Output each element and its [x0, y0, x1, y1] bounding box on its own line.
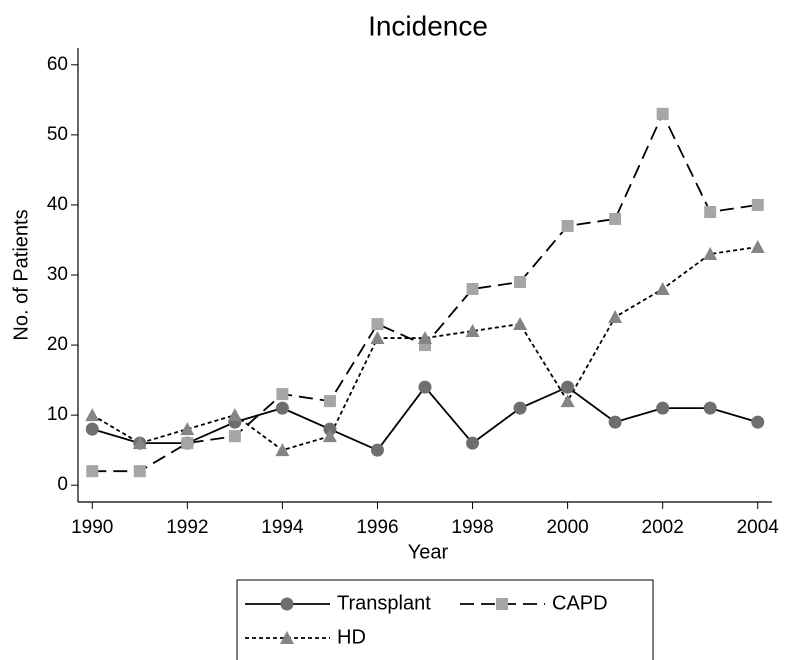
legend-box — [236, 579, 654, 660]
data-point — [370, 331, 385, 345]
data-point — [465, 324, 480, 338]
data-point — [370, 443, 384, 457]
data-point — [656, 107, 669, 120]
x-tick-label: 2000 — [546, 517, 588, 538]
data-point — [560, 394, 575, 408]
data-point — [418, 331, 432, 345]
legend-label: CAPD — [552, 592, 608, 614]
y-tick-label: 0 — [57, 474, 68, 495]
data-point — [561, 219, 574, 232]
data-point — [322, 429, 337, 443]
data-point — [85, 422, 99, 436]
data-point — [323, 395, 336, 408]
data-point — [275, 443, 290, 457]
x-axis-label: Year — [408, 541, 449, 563]
x-tick-label: 1990 — [71, 517, 113, 538]
x-tick-label: 2004 — [737, 517, 780, 538]
x-tick-label: 1992 — [166, 517, 208, 538]
data-point — [750, 239, 765, 253]
legend-label: HD — [337, 626, 366, 648]
data-point — [466, 436, 480, 450]
data-point — [751, 198, 764, 211]
data-point — [703, 246, 718, 260]
data-point — [86, 465, 99, 478]
data-point — [181, 437, 194, 450]
data-point — [514, 276, 527, 289]
x-tick-label: 1998 — [451, 517, 493, 538]
data-point — [656, 401, 670, 415]
data-point — [703, 401, 717, 415]
data-point — [466, 283, 479, 296]
legend-label: Transplant — [337, 592, 431, 614]
data-point — [608, 415, 622, 429]
y-tick-label: 30 — [47, 264, 68, 285]
y-tick-label: 50 — [47, 124, 68, 145]
y-axis-label: No. of Patients — [10, 209, 32, 340]
x-tick-label: 1994 — [261, 517, 304, 538]
data-point — [276, 388, 289, 401]
data-point — [704, 205, 717, 218]
data-point — [655, 282, 670, 296]
data-point — [228, 430, 241, 443]
chart-title: Incidence — [368, 10, 488, 41]
x-tick-label: 1996 — [356, 517, 398, 538]
legend-marker — [280, 597, 294, 611]
data-point — [751, 415, 765, 429]
series-line — [91, 246, 758, 452]
data-point — [323, 422, 337, 436]
legend-marker — [496, 598, 508, 610]
data-point — [609, 212, 622, 225]
data-point — [513, 401, 527, 415]
data-point — [85, 408, 100, 422]
data-point — [418, 380, 432, 394]
data-point — [133, 465, 146, 478]
data-point — [561, 380, 575, 394]
data-point — [371, 318, 384, 331]
data-point — [513, 317, 528, 331]
y-tick-label: 10 — [47, 404, 68, 425]
y-tick-label: 20 — [47, 334, 68, 355]
data-point — [608, 310, 623, 324]
data-point — [275, 401, 289, 415]
legend-marker — [280, 631, 294, 644]
x-tick-label: 2002 — [642, 517, 684, 538]
data-point — [227, 408, 242, 422]
y-tick-label: 60 — [47, 54, 68, 75]
y-tick-label: 40 — [47, 194, 68, 215]
data-point — [180, 422, 195, 436]
data-point — [132, 436, 147, 450]
